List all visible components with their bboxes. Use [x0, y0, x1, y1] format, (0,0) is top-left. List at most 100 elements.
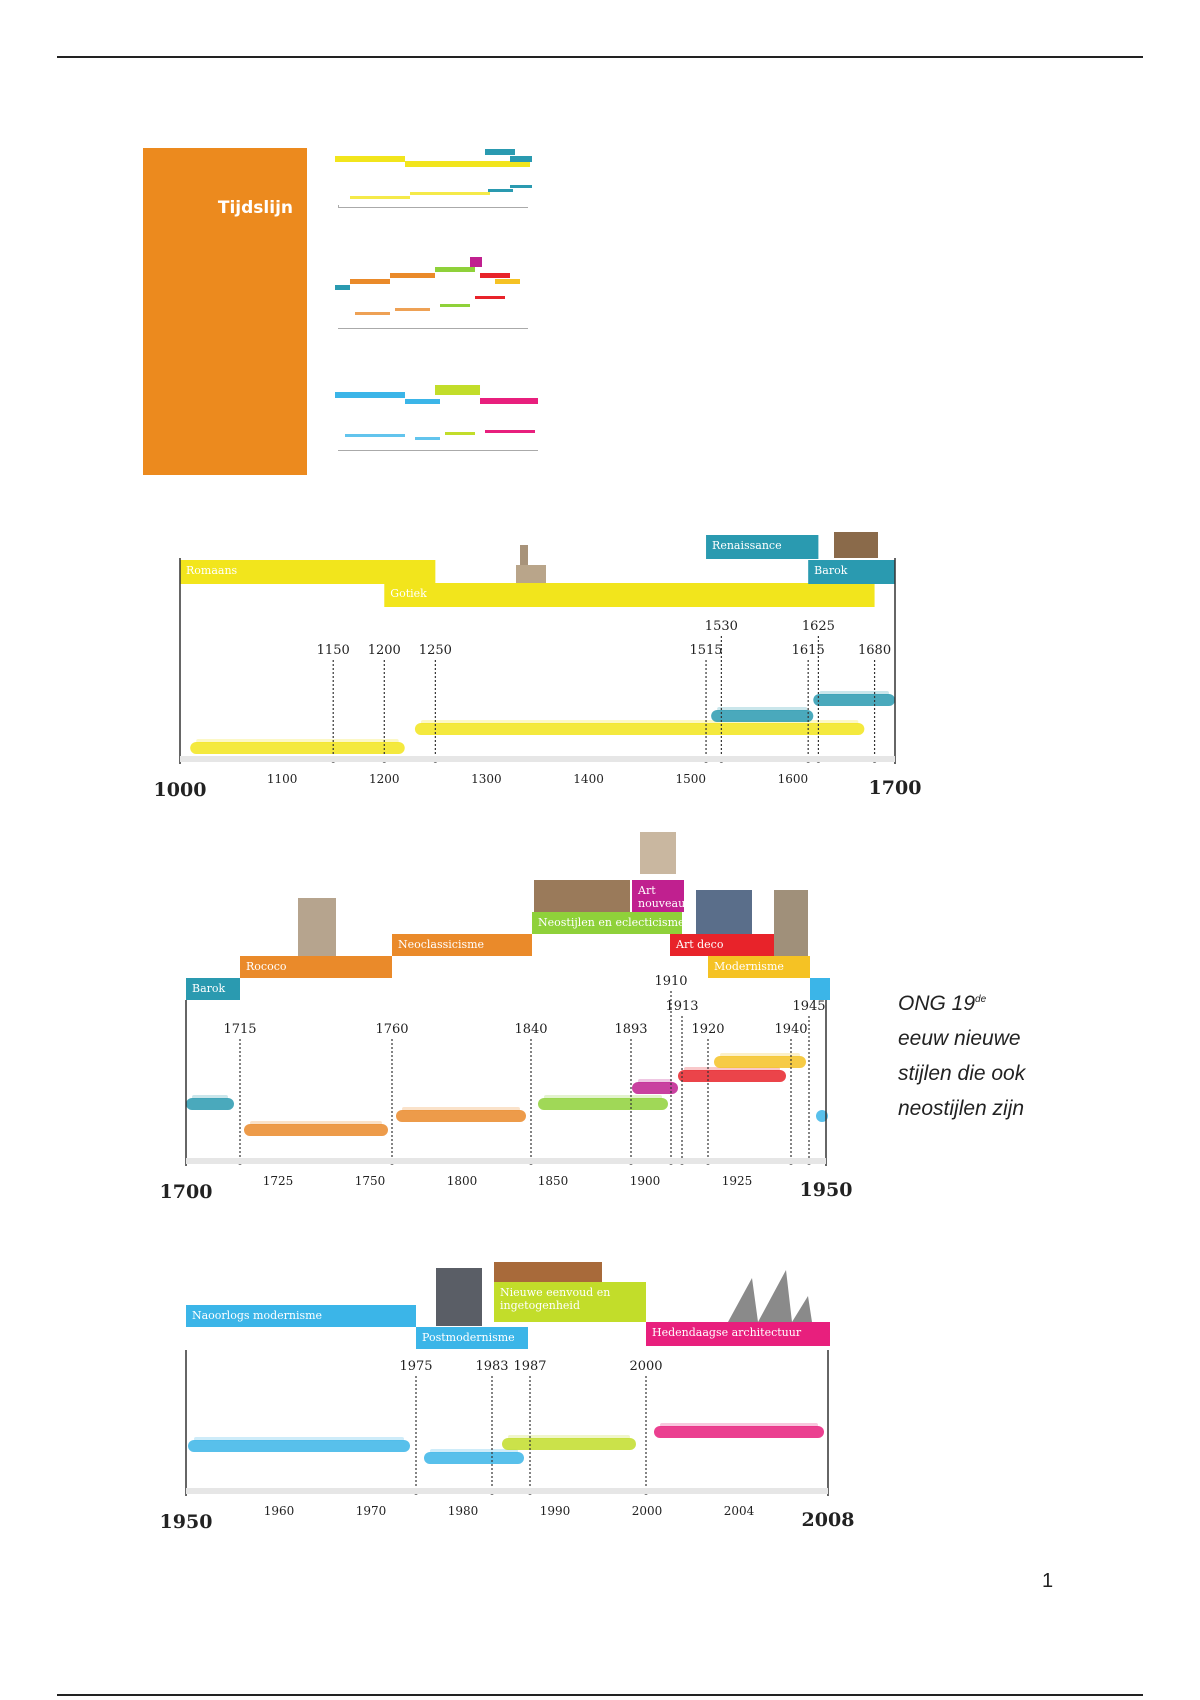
page-number: 1 [1042, 1570, 1054, 1592]
t1-tick-1600: 1600 [778, 772, 809, 786]
t2-duration-bar [632, 1082, 678, 1094]
t3-hedendaags-style-bar [646, 1322, 830, 1346]
t2-modernisme-style-bar [708, 956, 810, 978]
t2-tick-1925: 1925 [722, 1174, 753, 1188]
t3-postmodernisme-style-bar [416, 1327, 528, 1349]
t3-naoorlogs-style-bar [186, 1305, 416, 1327]
note: ONG 19de eeuw nieuwe stijlen die ook neo… [898, 982, 1068, 1126]
bottom-rule [57, 1694, 1143, 1696]
thumbnail-timeline-1 [335, 149, 532, 208]
thumbnail-timeline-3 [335, 385, 538, 451]
t2-basilica-icon [696, 890, 752, 934]
t3-end-label: 2008 [802, 1509, 855, 1531]
t2-art-nouveau-style-bar [632, 880, 684, 912]
t2-neostijlen-style-label: Neostijlen en eclecticisme [538, 916, 685, 929]
t3-tick-1990: 1990 [540, 1504, 571, 1518]
t3-postmodern-building-icon [436, 1268, 482, 1326]
t2-marker-label-1910: 1910 [654, 974, 687, 989]
t2-duration-glow [638, 1079, 672, 1083]
t2-tick-1850: 1850 [538, 1174, 569, 1188]
t1-marker-label-1530: 1530 [705, 619, 738, 634]
t3-nieuwe-eenvoud-style-label: Nieuwe eenvoud en [500, 1286, 610, 1299]
t2-modernisme-style-label: Modernisme [714, 960, 784, 973]
t1-end-label: 1700 [869, 777, 922, 799]
t2-marker-label-1940: 1940 [774, 1022, 807, 1037]
t1-tick-1500: 1500 [675, 772, 706, 786]
t2-duration-bar [244, 1124, 388, 1136]
t2-tick-1900: 1900 [630, 1174, 661, 1188]
t2-duration-glow [250, 1121, 382, 1125]
t2-rococo-style-label: Rococo [246, 960, 287, 973]
t2-end-label: 1950 [800, 1179, 853, 1201]
t1-renaissance-style-label: Renaissance [712, 539, 782, 552]
t2-duration-bar [396, 1110, 526, 1122]
t1-duration-glow [196, 739, 399, 743]
t3-tick-2000: 2000 [632, 1504, 663, 1518]
top-rule [57, 56, 1143, 58]
t2-duration-glow [192, 1095, 228, 1099]
t2-marker-label-1920: 1920 [691, 1022, 724, 1037]
t2-rococo-style-bar [240, 956, 392, 978]
t3-duration-glow [508, 1435, 630, 1439]
t1-duration-bar [711, 710, 814, 722]
t3-nieuwe-eenvoud-style-label: ingetogenheid [500, 1299, 580, 1312]
t1-tick-1300: 1300 [471, 772, 502, 786]
t2-art-deco-style-label: Art deco [675, 938, 724, 951]
note-line-3: stijlen die ook [898, 1062, 1026, 1085]
t1-marker-label-1515: 1515 [689, 643, 722, 658]
t1-tick-1100: 1100 [267, 772, 298, 786]
cover-title: Tijdslijn [217, 198, 293, 218]
t1-gotiek-style-bar [384, 583, 875, 607]
t2-duration-bar [186, 1098, 234, 1110]
t1-duration-bar [414, 723, 865, 735]
t3-start-label: 1950 [160, 1511, 213, 1533]
t3-tick-1970: 1970 [356, 1504, 387, 1518]
note-line-4: neostijlen zijn [898, 1097, 1025, 1120]
thumbnail-timeline-2 [335, 257, 528, 329]
t2-eclectic-building-icon [534, 880, 630, 912]
t2-marker-label-1945: 1945 [792, 999, 825, 1014]
t2-tick-1725: 1725 [263, 1174, 294, 1188]
note-line-1: ONG 19 [898, 992, 976, 1015]
note-line-2: eeuw nieuwe [898, 1027, 1021, 1050]
t1-renaissance-style-bar [706, 535, 819, 559]
t2-modernist-building-icon [774, 890, 808, 956]
t1-barok-style-bar [808, 560, 895, 584]
t2-next-era-style-bar [810, 978, 830, 1000]
t2-duration-glow [402, 1107, 520, 1111]
t3-nieuwe-eenvoud-style-bar [494, 1282, 646, 1322]
t2-duration-bar [678, 1070, 786, 1082]
t1-axis-band [180, 756, 895, 762]
t1-tick-1200: 1200 [369, 772, 400, 786]
t3-duration-bar [502, 1438, 636, 1450]
t1-duration-bar [190, 742, 405, 754]
t3-duration-bar [188, 1440, 410, 1452]
t3-duration-bar [424, 1452, 524, 1464]
t2-marker-label-1893: 1893 [614, 1022, 647, 1037]
t3-duration-glow [194, 1437, 404, 1441]
t3-tick-1960: 1960 [264, 1504, 295, 1518]
note-superscript: de [975, 994, 987, 1005]
t2-duration-bar [714, 1056, 806, 1068]
t2-marker-label-1760: 1760 [375, 1022, 408, 1037]
t2-marker-label-1913: 1913 [665, 999, 698, 1014]
t3-duration-glow [430, 1449, 518, 1453]
t3-tick-1980: 1980 [448, 1504, 479, 1518]
t3-axis-band [186, 1488, 828, 1494]
timeline-1-group: Romaans Gotiek Renaissance Barok 1150 1200 125… [154, 532, 922, 801]
t3-tick-2004: 2004 [724, 1504, 755, 1518]
t2-duration-bar [538, 1098, 668, 1110]
t2-art-nouveau-style-label: Art [637, 884, 656, 897]
t3-marker-label-1983: 1983 [475, 1359, 508, 1374]
t1-marker-label-1680: 1680 [858, 643, 891, 658]
t1-gotiek-style-label: Gotiek [390, 587, 427, 600]
t1-marker-label-1615: 1615 [792, 643, 825, 658]
t2-marker-label-1715: 1715 [223, 1022, 256, 1037]
t2-duration-glow [720, 1053, 800, 1057]
t2-duration-bar [816, 1110, 828, 1122]
t2-barok-style-bar [186, 978, 240, 1000]
t3-duration-bar [654, 1426, 824, 1438]
t2-start-label: 1700 [160, 1181, 213, 1203]
t2-duration-glow [544, 1095, 662, 1099]
